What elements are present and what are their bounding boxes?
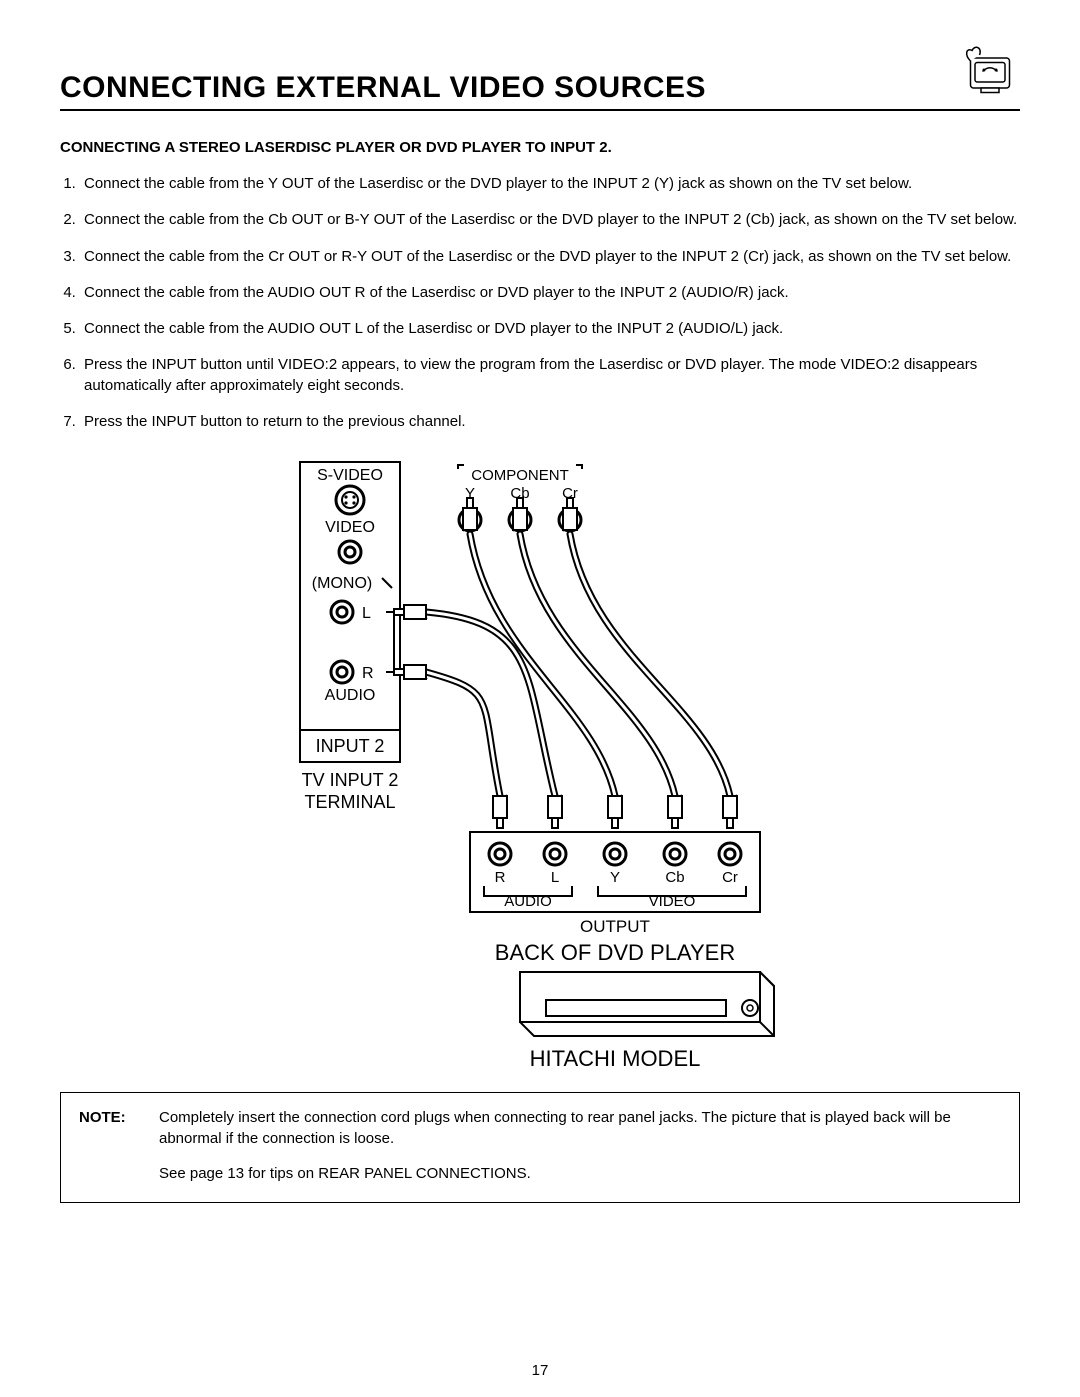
svg-text:INPUT 2: INPUT 2 (316, 736, 385, 756)
note-extra: See page 13 for tips on REAR PANEL CONNE… (159, 1163, 1001, 1184)
svg-text:OUTPUT: OUTPUT (580, 917, 650, 936)
title-rule (60, 109, 1020, 111)
note-text: Completely insert the connection cord pl… (159, 1107, 1001, 1149)
svg-text:TERMINAL: TERMINAL (304, 792, 395, 812)
instruction-step: Connect the cable from the AUDIO OUT L o… (80, 319, 1020, 339)
instruction-step: Press the INPUT button to return to the … (80, 412, 1020, 432)
svg-text:S-VIDEO: S-VIDEO (317, 467, 383, 484)
svg-text:AUDIO: AUDIO (504, 893, 552, 910)
instruction-step: Press the INPUT button until VIDEO:2 app… (80, 355, 1020, 396)
svg-text:L: L (362, 605, 371, 622)
note-box: NOTE: Completely insert the connection c… (60, 1092, 1020, 1203)
page-number: 17 (0, 1362, 1080, 1379)
svg-text:L: L (551, 869, 559, 886)
svg-text:Cr: Cr (722, 869, 738, 886)
svg-text:COMPONENT: COMPONENT (471, 467, 569, 484)
svg-text:VIDEO: VIDEO (649, 893, 696, 910)
svg-text:Cb: Cb (665, 869, 684, 886)
instruction-step: Connect the cable from the Cb OUT or B-Y… (80, 210, 1020, 230)
page-title: CONNECTING EXTERNAL VIDEO SOURCES (60, 71, 706, 105)
connection-diagram: S-VIDEO VIDEO (MONO) L R AUDIO INPUT 2 TV INPUT… (60, 452, 1020, 1072)
note-label: NOTE: (79, 1107, 129, 1149)
svg-text:BACK OF DVD PLAYER: BACK OF DVD PLAYER (495, 940, 735, 965)
instruction-step: Connect the cable from the Cr OUT or R-Y… (80, 247, 1020, 267)
svg-text:Y: Y (610, 869, 620, 886)
svg-text:AUDIO: AUDIO (325, 687, 376, 704)
instruction-step: Connect the cable from the Y OUT of the … (80, 174, 1020, 194)
svg-text:R: R (495, 869, 506, 886)
svg-text:R: R (362, 665, 374, 682)
svg-text:HITACHI MODEL: HITACHI MODEL (530, 1046, 701, 1071)
instruction-list: Connect the cable from the Y OUT of the … (60, 174, 1020, 432)
svg-text:VIDEO: VIDEO (325, 519, 375, 536)
svg-text:TV INPUT 2: TV INPUT 2 (302, 770, 399, 790)
svg-text:(MONO): (MONO) (312, 575, 372, 592)
first-time-use-icon (960, 40, 1020, 105)
section-subtitle: CONNECTING A STEREO LASERDISC PLAYER OR … (60, 139, 1020, 156)
instruction-step: Connect the cable from the AUDIO OUT R o… (80, 283, 1020, 303)
